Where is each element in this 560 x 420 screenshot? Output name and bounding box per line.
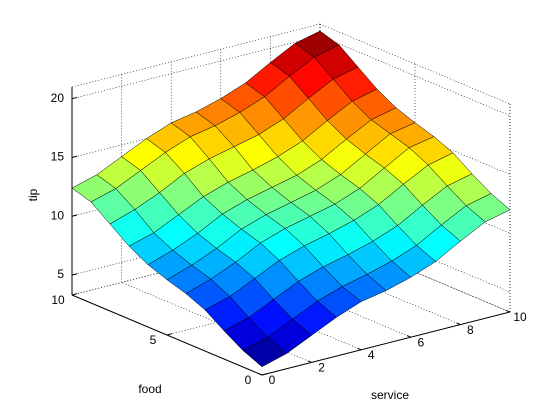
z-tick	[71, 273, 78, 276]
x-tick-label: 8	[467, 323, 474, 337]
x-tick-label: 0	[269, 373, 276, 387]
y-axis-label: food	[138, 382, 161, 396]
x-tick	[506, 309, 511, 313]
surface-cell	[242, 336, 288, 368]
y-tick-label: 0	[245, 373, 252, 387]
grid-line	[121, 282, 312, 363]
grid-line	[71, 35, 321, 100]
x-axis-line	[261, 311, 511, 376]
x-tick	[258, 372, 263, 376]
y-tick-label: 5	[150, 333, 157, 347]
x-tick	[307, 360, 312, 363]
z-tick-label: 15	[51, 150, 65, 164]
z-tick-label: 5	[57, 267, 64, 281]
x-tick-label: 2	[318, 361, 325, 375]
y-tick	[71, 293, 78, 296]
x-tick	[456, 322, 461, 326]
x-tick	[357, 347, 362, 351]
grid-line	[319, 94, 511, 175]
box-edge	[319, 23, 511, 105]
x-tick	[406, 335, 411, 338]
y-tick	[261, 373, 268, 376]
grid-line	[319, 35, 511, 117]
z-tick	[71, 214, 78, 217]
z-tick-label: 20	[51, 91, 65, 105]
y-tick-label: 10	[51, 293, 65, 307]
box-edge	[319, 231, 511, 313]
x-tick-label: 10	[513, 310, 527, 324]
box-edge	[71, 23, 321, 88]
z-axis-label: tip	[26, 188, 40, 201]
grid-line	[319, 211, 511, 293]
z-tick	[71, 155, 78, 158]
y-tick	[166, 333, 173, 336]
z-tick	[71, 96, 78, 100]
z-tick-label: 10	[51, 208, 65, 222]
x-tick-label: 4	[368, 348, 375, 362]
x-axis-label: service	[371, 388, 409, 402]
x-tick-label: 6	[417, 335, 424, 349]
